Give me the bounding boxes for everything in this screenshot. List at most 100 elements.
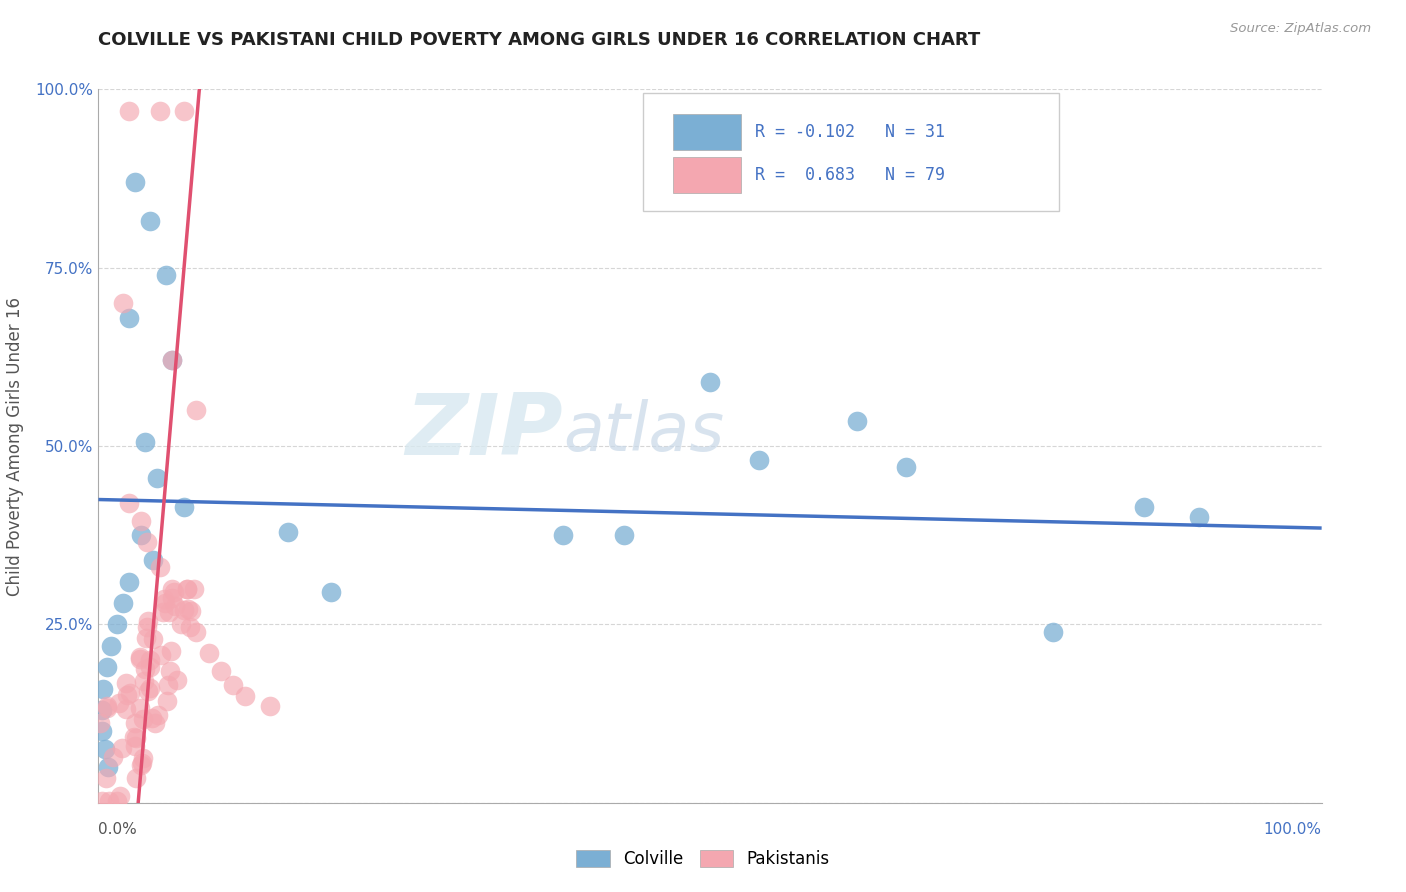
Point xyxy=(176,582,198,596)
Point xyxy=(155,268,177,282)
Point xyxy=(96,698,118,713)
Point xyxy=(186,403,208,417)
Point xyxy=(111,296,134,310)
Point xyxy=(143,716,166,731)
Point xyxy=(160,644,183,658)
Point xyxy=(117,688,139,702)
Point xyxy=(96,701,118,715)
Point xyxy=(183,582,205,596)
Point xyxy=(100,639,122,653)
Point xyxy=(118,574,141,589)
Point xyxy=(124,175,146,189)
Point xyxy=(173,103,195,118)
Point xyxy=(132,751,155,765)
Point xyxy=(105,617,128,632)
Point xyxy=(96,660,118,674)
Point xyxy=(153,591,176,606)
Point xyxy=(149,648,172,662)
Point xyxy=(160,591,183,606)
Point xyxy=(139,653,162,667)
Text: atlas: atlas xyxy=(564,399,724,465)
Point xyxy=(118,103,141,118)
Point xyxy=(91,794,114,808)
Point xyxy=(160,353,183,368)
Point xyxy=(163,599,186,613)
Point xyxy=(132,712,155,726)
Point xyxy=(152,605,174,619)
Point xyxy=(748,453,770,467)
Point xyxy=(124,739,146,753)
Point xyxy=(129,701,152,715)
Point xyxy=(1133,500,1156,514)
Bar xyxy=(673,157,741,193)
Point xyxy=(209,664,232,678)
Point xyxy=(197,646,219,660)
FancyBboxPatch shape xyxy=(643,93,1059,211)
Point xyxy=(128,651,150,665)
Point xyxy=(169,617,191,632)
Point xyxy=(1188,510,1211,524)
Point xyxy=(101,749,124,764)
Point xyxy=(160,353,183,368)
Point xyxy=(157,605,180,619)
Point xyxy=(146,471,169,485)
Point xyxy=(553,528,575,542)
Point xyxy=(141,710,163,724)
Point xyxy=(180,604,202,618)
Point xyxy=(222,678,245,692)
Point xyxy=(319,585,342,599)
Point xyxy=(139,681,162,696)
Point xyxy=(91,703,114,717)
Point xyxy=(186,624,208,639)
Point xyxy=(146,708,169,723)
Text: Source: ZipAtlas.com: Source: ZipAtlas.com xyxy=(1230,22,1371,36)
Point xyxy=(114,676,136,690)
Text: R = -0.102   N = 31: R = -0.102 N = 31 xyxy=(755,123,945,141)
Point xyxy=(110,789,132,803)
Point xyxy=(163,585,186,599)
Point xyxy=(94,772,117,786)
Point xyxy=(259,699,281,714)
Point xyxy=(128,650,150,665)
Point xyxy=(118,310,141,325)
Point xyxy=(122,730,145,744)
Point xyxy=(129,758,152,772)
Point xyxy=(139,660,162,674)
Point xyxy=(124,716,146,731)
Point xyxy=(277,524,299,539)
Point xyxy=(129,514,152,528)
Point xyxy=(173,603,195,617)
Bar xyxy=(673,114,741,150)
Point xyxy=(156,694,179,708)
Point xyxy=(155,596,177,610)
Point xyxy=(1042,624,1064,639)
Point xyxy=(142,632,165,646)
Point xyxy=(118,686,141,700)
Point xyxy=(233,689,256,703)
Point xyxy=(97,794,120,808)
Point xyxy=(136,614,159,628)
Point xyxy=(135,631,157,645)
Point xyxy=(149,560,172,574)
Point xyxy=(134,662,156,676)
Point xyxy=(173,500,195,514)
Point xyxy=(105,794,128,808)
Text: ZIP: ZIP xyxy=(405,390,564,474)
Point xyxy=(139,214,162,228)
Y-axis label: Child Poverty Among Girls Under 16: Child Poverty Among Girls Under 16 xyxy=(7,296,24,596)
Point xyxy=(136,684,159,698)
Point xyxy=(176,582,198,596)
Point xyxy=(129,528,152,542)
Point xyxy=(699,375,721,389)
Text: 100.0%: 100.0% xyxy=(1264,822,1322,837)
Legend: Colville, Pakistanis: Colville, Pakistanis xyxy=(569,843,837,875)
Point xyxy=(613,528,636,542)
Point xyxy=(97,760,120,774)
Point xyxy=(132,674,155,689)
Point xyxy=(136,619,159,633)
Point xyxy=(125,731,148,746)
Point xyxy=(91,681,114,696)
Point xyxy=(136,535,159,549)
Point xyxy=(111,741,134,756)
Text: COLVILLE VS PAKISTANI CHILD POVERTY AMONG GIRLS UNDER 16 CORRELATION CHART: COLVILLE VS PAKISTANI CHILD POVERTY AMON… xyxy=(98,31,980,49)
